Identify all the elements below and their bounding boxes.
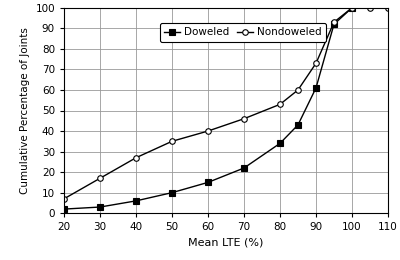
X-axis label: Mean LTE (%): Mean LTE (%) <box>188 238 264 248</box>
Y-axis label: Cumulative Percentage of Joints: Cumulative Percentage of Joints <box>20 27 30 194</box>
Legend: Doweled, Nondoweled: Doweled, Nondoweled <box>160 23 326 42</box>
